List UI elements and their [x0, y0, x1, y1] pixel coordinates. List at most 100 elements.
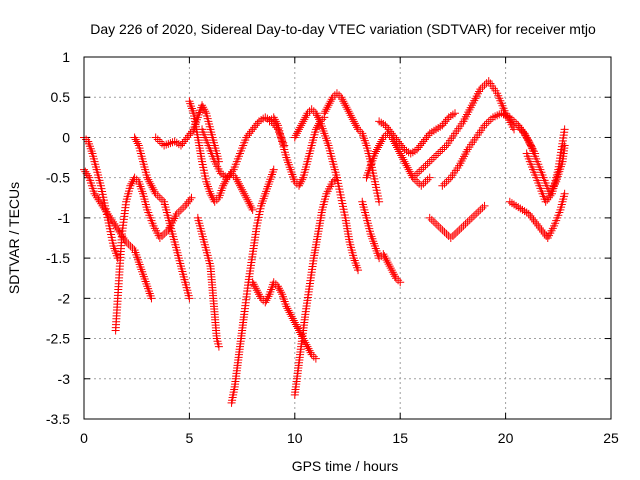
data-point: [529, 215, 538, 224]
series-arc-5: [151, 101, 223, 166]
data-point: [385, 262, 394, 271]
data-point: [338, 95, 347, 104]
data-point: [105, 211, 114, 220]
data-point: [408, 173, 417, 182]
data-point: [248, 125, 257, 134]
data-point: [442, 177, 451, 186]
data-point: [505, 113, 514, 122]
data-point: [395, 139, 404, 148]
data-point: [429, 153, 438, 162]
data-point: [419, 137, 428, 146]
data-point: [184, 131, 193, 140]
data-point: [291, 131, 300, 140]
data-point: [499, 110, 508, 119]
series-arc-21: [505, 189, 569, 242]
data-point: [233, 177, 242, 186]
data-point: [419, 179, 428, 188]
data-point: [325, 99, 334, 108]
data-point: [157, 231, 166, 240]
data-point: [440, 143, 449, 152]
data-point: [507, 115, 516, 124]
series-arc-15: [358, 197, 405, 287]
data-point: [132, 175, 141, 184]
data-point: [250, 123, 259, 132]
data-point: [102, 207, 111, 216]
data-point: [326, 97, 335, 106]
data-point: [480, 201, 489, 210]
data-point: [396, 149, 405, 158]
data-point: [560, 125, 569, 134]
data-point: [311, 354, 320, 363]
data-point: [444, 175, 453, 184]
x-tick-label: 25: [603, 430, 619, 446]
data-point: [187, 193, 196, 202]
data-point: [510, 125, 519, 134]
data-point: [307, 105, 316, 114]
data-point: [224, 171, 233, 180]
data-point: [242, 133, 251, 142]
data-point: [510, 200, 519, 209]
data-point: [339, 97, 348, 106]
data-point: [261, 298, 270, 307]
data-point: [476, 205, 485, 214]
data-point: [438, 225, 447, 234]
data-point: [254, 117, 263, 126]
data-point: [459, 221, 468, 230]
series-arc-3: [111, 173, 196, 335]
data-point: [153, 191, 162, 200]
data-point: [269, 165, 278, 174]
data-point: [313, 113, 322, 122]
data-point: [348, 115, 357, 124]
data-point: [327, 95, 336, 104]
data-point: [188, 127, 197, 136]
data-point: [417, 165, 426, 174]
data-point: [312, 123, 321, 132]
data-point: [399, 155, 408, 164]
data-point: [182, 199, 191, 208]
data-point: [243, 131, 252, 140]
data-point: [505, 197, 514, 206]
data-point: [243, 195, 252, 204]
data-point: [514, 121, 523, 130]
data-point: [510, 117, 519, 126]
data-point: [429, 217, 438, 226]
data-point: [309, 352, 318, 361]
data-point: [328, 93, 337, 102]
data-point: [147, 181, 156, 190]
data-point: [410, 171, 419, 180]
data-point: [297, 330, 306, 339]
data-point: [382, 256, 391, 265]
data-point: [432, 219, 441, 228]
data-point: [535, 223, 544, 232]
data-point: [374, 143, 383, 152]
data-point: [285, 308, 294, 317]
data-point: [424, 131, 433, 140]
data-point: [416, 141, 425, 150]
data-point: [157, 195, 166, 204]
data-point: [226, 169, 235, 178]
data-point: [172, 138, 181, 147]
data-point: [206, 189, 215, 198]
data-point: [493, 111, 502, 120]
data-point: [337, 93, 346, 102]
data-point: [397, 151, 406, 160]
data-point: [443, 115, 452, 124]
data-point: [386, 127, 395, 136]
data-point: [377, 137, 386, 146]
data-point: [101, 205, 110, 214]
data-point: [151, 133, 160, 142]
data-point: [425, 173, 434, 182]
series-arc-10: [248, 278, 320, 363]
y-tick-label: -3: [58, 371, 71, 387]
data-point: [106, 213, 115, 222]
data-point: [132, 137, 141, 146]
data-point: [223, 173, 232, 182]
data-point: [514, 203, 523, 212]
data-point: [383, 258, 392, 267]
data-point: [527, 213, 536, 222]
data-point: [480, 81, 489, 90]
data-point: [341, 101, 350, 110]
data-point: [453, 227, 462, 236]
data-point: [128, 244, 137, 253]
data-point: [309, 107, 318, 116]
